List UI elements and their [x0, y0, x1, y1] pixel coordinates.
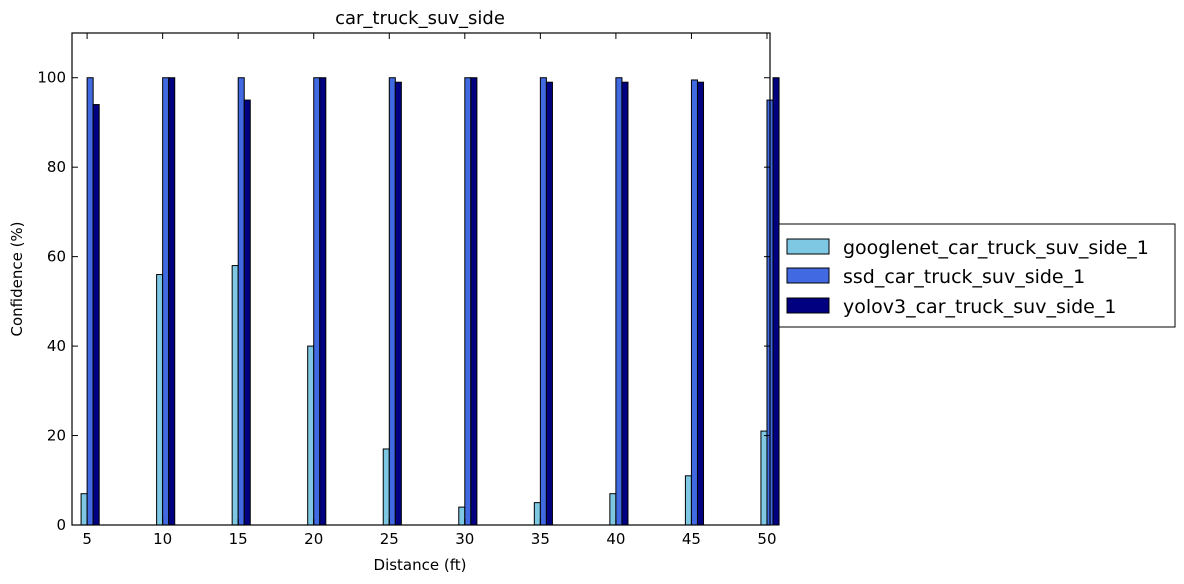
bar-ssd_car_truck_suv_side_1-25: [388, 77, 396, 526]
legend-swatch-yolov3: [786, 297, 830, 314]
legend-label-googlenet: googlenet_car_truck_suv_side_1: [843, 237, 1149, 259]
bar-yolov3_car_truck_suv_side_1-25: [394, 81, 402, 526]
bar-ssd_car_truck_suv_side_1-20: [313, 77, 321, 526]
x-tick-label: 50: [757, 530, 776, 548]
bar-googlenet_car_truck_suv_side_1-20: [307, 345, 315, 526]
bar-yolov3_car_truck_suv_side_1-40: [621, 81, 629, 526]
bar-yolov3_car_truck_suv_side_1-15: [243, 99, 251, 526]
x-tick-label: 10: [153, 530, 172, 548]
legend-swatch-googlenet: [786, 238, 830, 255]
y-tick-label: 20: [47, 427, 66, 445]
y-tick-label: 0: [56, 516, 66, 534]
x-tick-label: 40: [606, 530, 625, 548]
bar-yolov3_car_truck_suv_side_1-20: [319, 77, 327, 526]
bar-ssd_car_truck_suv_side_1-40: [615, 77, 623, 526]
y-tick-label: 80: [47, 158, 66, 176]
bar-googlenet_car_truck_suv_side_1-45: [684, 475, 692, 526]
bar-yolov3_car_truck_suv_side_1-35: [545, 81, 553, 526]
bar-googlenet_car_truck_suv_side_1-50: [760, 430, 768, 526]
bar-googlenet_car_truck_suv_side_1-30: [458, 506, 466, 526]
bar-ssd_car_truck_suv_side_1-15: [237, 77, 245, 526]
legend-swatch-ssd: [786, 267, 830, 284]
y-tick-label: 100: [37, 69, 66, 87]
legend-label-yolov3: yolov3_car_truck_suv_side_1: [843, 296, 1116, 318]
bar-googlenet_car_truck_suv_side_1-10: [156, 274, 164, 526]
x-tick-label: 45: [682, 530, 701, 548]
y-axis-label: Confidence (%): [8, 221, 26, 336]
bar-ssd_car_truck_suv_side_1-5: [86, 77, 94, 526]
bar-googlenet_car_truck_suv_side_1-25: [382, 448, 390, 526]
x-axis-label: Distance (ft): [374, 556, 467, 574]
x-tick-label: 15: [229, 530, 248, 548]
bar-ssd_car_truck_suv_side_1-45: [690, 79, 698, 526]
bar-googlenet_car_truck_suv_side_1-35: [533, 502, 541, 526]
x-tick-label: 35: [531, 530, 550, 548]
bar-ssd_car_truck_suv_side_1-30: [464, 77, 472, 526]
x-tick-label: 25: [380, 530, 399, 548]
x-tick-label: 5: [82, 530, 92, 548]
y-tick-label: 60: [47, 248, 66, 266]
legend-frame: [778, 223, 1176, 328]
plot-area-frame: [71, 32, 771, 526]
bars-group: [80, 77, 780, 526]
bar-yolov3_car_truck_suv_side_1-30: [470, 77, 478, 526]
bar-yolov3_car_truck_suv_side_1-10: [168, 77, 176, 526]
bar-ssd_car_truck_suv_side_1-35: [539, 77, 547, 526]
y-tick-label: 40: [47, 337, 66, 355]
bar-yolov3_car_truck_suv_side_1-5: [92, 104, 100, 526]
chart-title: car_truck_suv_side: [335, 8, 505, 29]
bar-googlenet_car_truck_suv_side_1-15: [231, 265, 239, 526]
x-tick-label: 20: [304, 530, 323, 548]
bar-ssd_car_truck_suv_side_1-10: [162, 77, 170, 526]
bar-yolov3_car_truck_suv_side_1-50: [772, 77, 780, 526]
bar-yolov3_car_truck_suv_side_1-45: [696, 81, 705, 526]
ticks-group: 0 20 40 60 80 100 5 10 15 20 25 30 35 40 45 50: [37, 33, 777, 548]
x-tick-label: 30: [455, 530, 474, 548]
bar-googlenet_car_truck_suv_side_1-5: [80, 493, 88, 526]
bar-googlenet_car_truck_suv_side_1-40: [609, 493, 617, 526]
legend-label-ssd: ssd_car_truck_suv_side_1: [843, 266, 1085, 288]
legend: googlenet_car_truck_suv_side_1 ssd_car_t…: [778, 223, 1176, 328]
